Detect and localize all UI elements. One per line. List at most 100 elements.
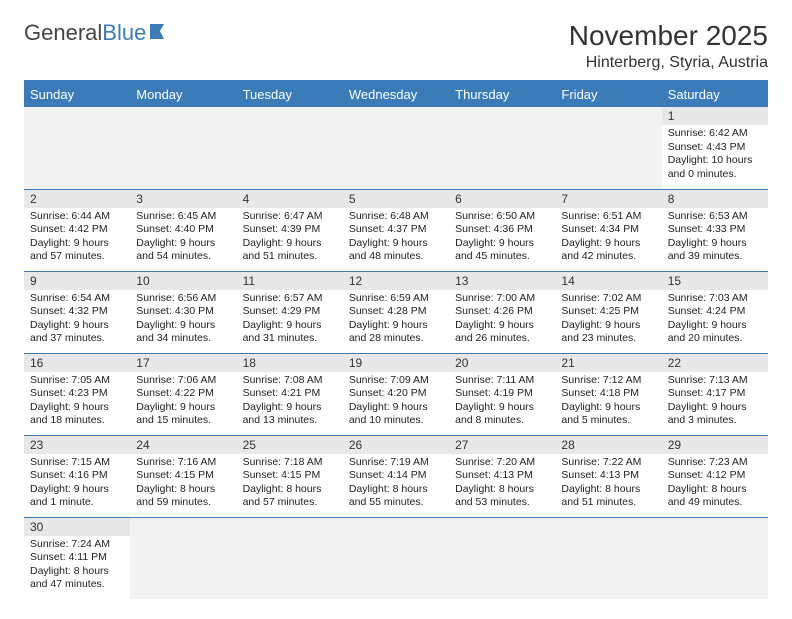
day-day2: and 55 minutes. [349,496,443,510]
day-cell: 11Sunrise: 6:57 AMSunset: 4:29 PMDayligh… [237,271,343,353]
day-day1: Daylight: 9 hours [561,319,655,333]
day-sunset: Sunset: 4:25 PM [561,305,655,319]
day-day1: Daylight: 8 hours [668,483,762,497]
day-cell [343,107,449,189]
day-day1: Daylight: 9 hours [136,319,230,333]
day-number: 18 [237,354,343,372]
day-cell: 28Sunrise: 7:22 AMSunset: 4:13 PMDayligh… [555,435,661,517]
day-cell: 21Sunrise: 7:12 AMSunset: 4:18 PMDayligh… [555,353,661,435]
day-header: Monday [130,82,236,107]
day-details: Sunrise: 7:08 AMSunset: 4:21 PMDaylight:… [237,372,343,433]
day-sunrise: Sunrise: 7:18 AM [243,456,337,470]
day-details: Sunrise: 7:03 AMSunset: 4:24 PMDaylight:… [662,290,768,351]
day-details: Sunrise: 6:54 AMSunset: 4:32 PMDaylight:… [24,290,130,351]
day-details: Sunrise: 6:42 AMSunset: 4:43 PMDaylight:… [662,125,768,186]
day-day2: and 51 minutes. [243,250,337,264]
day-day2: and 42 minutes. [561,250,655,264]
day-day1: Daylight: 10 hours [668,154,762,168]
day-day1: Daylight: 9 hours [668,319,762,333]
header: GeneralBlue November 2025 Hinterberg, St… [24,20,768,72]
day-details: Sunrise: 7:20 AMSunset: 4:13 PMDaylight:… [449,454,555,515]
day-day1: Daylight: 9 hours [30,483,124,497]
day-sunrise: Sunrise: 6:42 AM [668,127,762,141]
day-sunset: Sunset: 4:26 PM [455,305,549,319]
day-sunrise: Sunrise: 6:54 AM [30,292,124,306]
day-day1: Daylight: 9 hours [136,237,230,251]
week-row: 1Sunrise: 6:42 AMSunset: 4:43 PMDaylight… [24,107,768,189]
week-row: 23Sunrise: 7:15 AMSunset: 4:16 PMDayligh… [24,435,768,517]
day-sunset: Sunset: 4:30 PM [136,305,230,319]
title-block: November 2025 Hinterberg, Styria, Austri… [569,20,768,72]
day-cell: 23Sunrise: 7:15 AMSunset: 4:16 PMDayligh… [24,435,130,517]
day-sunrise: Sunrise: 7:23 AM [668,456,762,470]
day-sunrise: Sunrise: 6:47 AM [243,210,337,224]
day-sunset: Sunset: 4:17 PM [668,387,762,401]
day-sunrise: Sunrise: 7:20 AM [455,456,549,470]
day-cell: 15Sunrise: 7:03 AMSunset: 4:24 PMDayligh… [662,271,768,353]
day-day1: Daylight: 9 hours [455,319,549,333]
day-day2: and 39 minutes. [668,250,762,264]
week-row: 16Sunrise: 7:05 AMSunset: 4:23 PMDayligh… [24,353,768,435]
day-details: Sunrise: 6:57 AMSunset: 4:29 PMDaylight:… [237,290,343,351]
day-number: 22 [662,354,768,372]
day-sunrise: Sunrise: 7:24 AM [30,538,124,552]
day-sunset: Sunset: 4:28 PM [349,305,443,319]
day-day2: and 18 minutes. [30,414,124,428]
day-sunset: Sunset: 4:42 PM [30,223,124,237]
day-details: Sunrise: 7:16 AMSunset: 4:15 PMDaylight:… [130,454,236,515]
logo-flag-icon [150,20,176,46]
day-sunrise: Sunrise: 7:15 AM [30,456,124,470]
day-number: 8 [662,190,768,208]
day-cell: 29Sunrise: 7:23 AMSunset: 4:12 PMDayligh… [662,435,768,517]
day-sunrise: Sunrise: 7:22 AM [561,456,655,470]
day-details: Sunrise: 6:53 AMSunset: 4:33 PMDaylight:… [662,208,768,269]
day-header: Wednesday [343,82,449,107]
day-day1: Daylight: 8 hours [561,483,655,497]
day-cell [449,517,555,599]
day-cell [555,107,661,189]
day-details: Sunrise: 6:51 AMSunset: 4:34 PMDaylight:… [555,208,661,269]
day-sunset: Sunset: 4:32 PM [30,305,124,319]
day-sunset: Sunset: 4:15 PM [136,469,230,483]
day-sunrise: Sunrise: 6:59 AM [349,292,443,306]
day-day1: Daylight: 9 hours [668,401,762,415]
day-day1: Daylight: 9 hours [243,319,337,333]
day-cell: 2Sunrise: 6:44 AMSunset: 4:42 PMDaylight… [24,189,130,271]
day-cell: 24Sunrise: 7:16 AMSunset: 4:15 PMDayligh… [130,435,236,517]
day-sunset: Sunset: 4:43 PM [668,141,762,155]
day-number: 15 [662,272,768,290]
day-sunrise: Sunrise: 7:00 AM [455,292,549,306]
day-day2: and 5 minutes. [561,414,655,428]
day-details: Sunrise: 7:00 AMSunset: 4:26 PMDaylight:… [449,290,555,351]
day-day2: and 31 minutes. [243,332,337,346]
day-cell: 25Sunrise: 7:18 AMSunset: 4:15 PMDayligh… [237,435,343,517]
day-sunset: Sunset: 4:39 PM [243,223,337,237]
day-cell: 20Sunrise: 7:11 AMSunset: 4:19 PMDayligh… [449,353,555,435]
day-day1: Daylight: 9 hours [561,237,655,251]
day-details: Sunrise: 7:09 AMSunset: 4:20 PMDaylight:… [343,372,449,433]
day-header: Thursday [449,82,555,107]
day-day1: Daylight: 8 hours [136,483,230,497]
day-details: Sunrise: 7:15 AMSunset: 4:16 PMDaylight:… [24,454,130,515]
day-day2: and 3 minutes. [668,414,762,428]
day-number: 16 [24,354,130,372]
day-day2: and 1 minute. [30,496,124,510]
logo-text-2: Blue [102,20,146,46]
day-sunrise: Sunrise: 6:50 AM [455,210,549,224]
day-day1: Daylight: 9 hours [243,237,337,251]
day-sunrise: Sunrise: 6:56 AM [136,292,230,306]
day-day1: Daylight: 8 hours [30,565,124,579]
day-sunrise: Sunrise: 7:08 AM [243,374,337,388]
day-cell: 30Sunrise: 7:24 AMSunset: 4:11 PMDayligh… [24,517,130,599]
day-details: Sunrise: 7:19 AMSunset: 4:14 PMDaylight:… [343,454,449,515]
day-day2: and 37 minutes. [30,332,124,346]
day-day2: and 53 minutes. [455,496,549,510]
day-cell: 6Sunrise: 6:50 AMSunset: 4:36 PMDaylight… [449,189,555,271]
day-number: 3 [130,190,236,208]
day-day2: and 48 minutes. [349,250,443,264]
day-sunrise: Sunrise: 6:45 AM [136,210,230,224]
day-number: 23 [24,436,130,454]
day-details: Sunrise: 7:12 AMSunset: 4:18 PMDaylight:… [555,372,661,433]
day-day1: Daylight: 8 hours [243,483,337,497]
day-day2: and 49 minutes. [668,496,762,510]
